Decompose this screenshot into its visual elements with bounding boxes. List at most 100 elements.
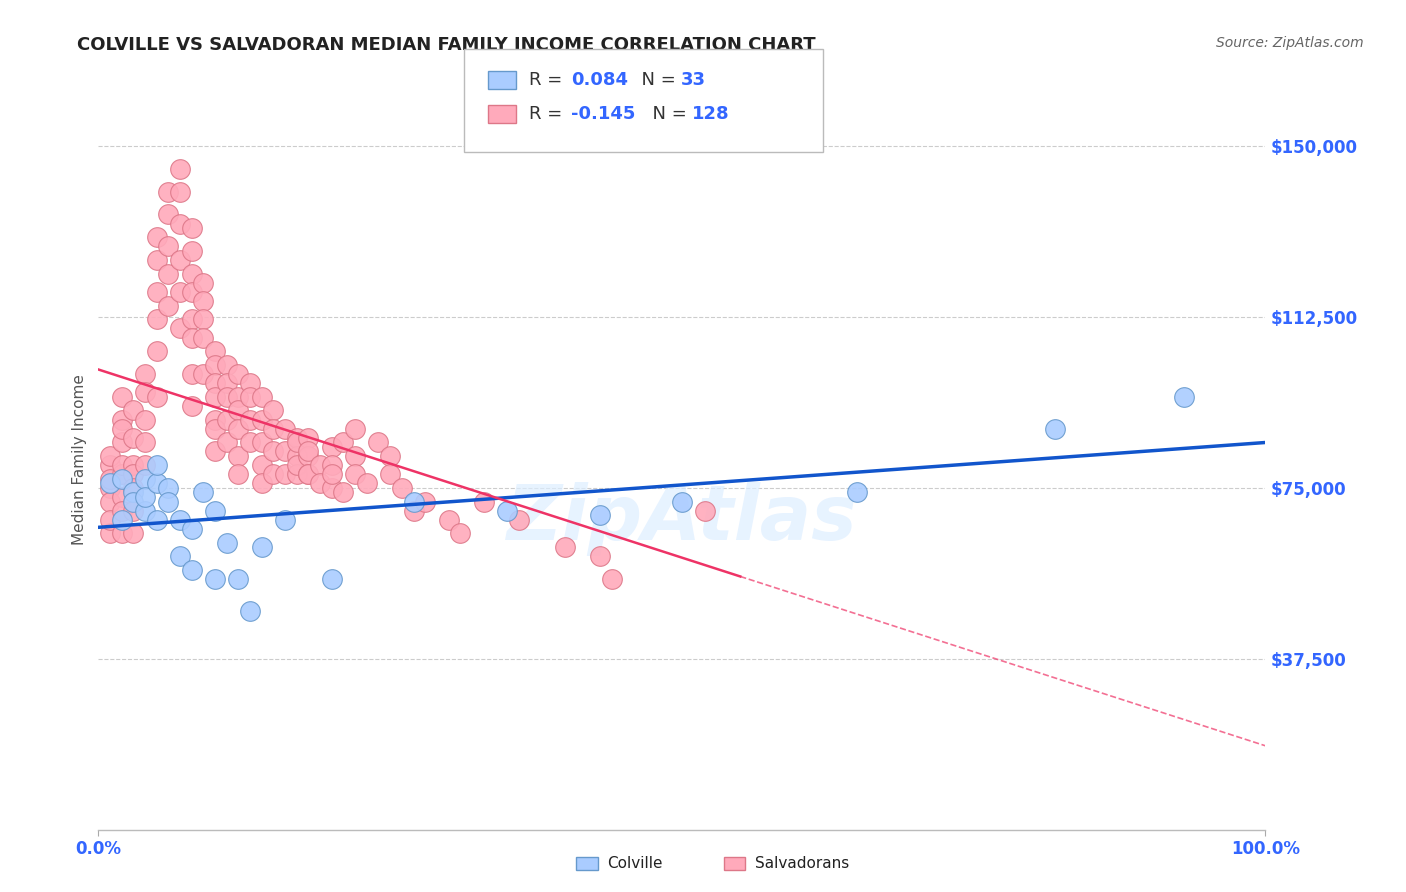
Point: [98, 472, 121, 486]
Point: [344, 467, 367, 482]
Point: [111, 503, 134, 517]
Text: R =: R =: [529, 71, 568, 89]
Point: [367, 435, 389, 450]
Point: [274, 467, 297, 482]
Point: [111, 472, 134, 486]
Text: N =: N =: [641, 105, 693, 123]
Point: [169, 513, 191, 527]
Point: [250, 476, 273, 491]
Point: [250, 390, 273, 404]
Point: [122, 485, 145, 500]
Point: [297, 449, 319, 463]
Point: [157, 481, 180, 495]
Text: COLVILLE VS SALVADORAN MEDIAN FAMILY INCOME CORRELATION CHART: COLVILLE VS SALVADORAN MEDIAN FAMILY INC…: [77, 36, 815, 54]
Point: [98, 481, 121, 495]
Point: [250, 458, 273, 472]
Point: [122, 494, 145, 508]
Point: [111, 422, 134, 436]
Point: [285, 467, 308, 482]
Point: [146, 312, 169, 326]
Point: [146, 458, 169, 472]
Text: 128: 128: [692, 105, 730, 123]
Point: [262, 444, 284, 458]
Point: [204, 358, 226, 372]
Point: [321, 440, 343, 454]
Point: [344, 422, 367, 436]
Point: [274, 444, 297, 458]
Point: [98, 449, 121, 463]
Point: [180, 244, 202, 258]
Point: [239, 604, 262, 618]
Point: [391, 481, 413, 495]
Point: [134, 503, 156, 517]
Point: [169, 321, 191, 335]
Point: [157, 267, 180, 281]
Point: [380, 449, 402, 463]
Point: [98, 476, 121, 491]
Text: R =: R =: [529, 105, 568, 123]
Point: [111, 458, 134, 472]
Point: [180, 399, 202, 413]
Point: [228, 467, 250, 482]
Point: [169, 161, 191, 176]
Point: [228, 403, 250, 417]
Point: [356, 476, 378, 491]
Point: [98, 526, 121, 541]
Point: [122, 458, 145, 472]
Text: -0.145: -0.145: [571, 105, 636, 123]
Point: [122, 467, 145, 482]
Point: [169, 285, 191, 299]
Point: [215, 535, 238, 549]
Point: [134, 458, 156, 472]
Point: [146, 344, 169, 359]
Point: [344, 449, 367, 463]
Point: [239, 412, 262, 426]
Y-axis label: Median Family Income: Median Family Income: [72, 374, 87, 545]
Point: [98, 458, 121, 472]
Point: [157, 185, 180, 199]
Point: [122, 526, 145, 541]
Point: [215, 376, 238, 390]
Point: [193, 330, 215, 344]
Point: [146, 285, 169, 299]
Point: [274, 422, 297, 436]
Point: [239, 376, 262, 390]
Point: [402, 494, 425, 508]
Point: [285, 449, 308, 463]
Point: [285, 431, 308, 445]
Point: [122, 481, 145, 495]
Point: [332, 435, 354, 450]
Point: [215, 358, 238, 372]
Point: [111, 526, 134, 541]
Text: Source: ZipAtlas.com: Source: ZipAtlas.com: [1216, 36, 1364, 50]
Point: [695, 503, 717, 517]
Point: [204, 390, 226, 404]
Point: [496, 503, 519, 517]
Point: [228, 367, 250, 381]
Point: [111, 490, 134, 504]
Point: [122, 403, 145, 417]
Point: [134, 490, 156, 504]
Point: [262, 403, 284, 417]
Point: [134, 385, 156, 400]
Point: [228, 422, 250, 436]
Point: [157, 494, 180, 508]
Point: [1173, 390, 1195, 404]
Point: [169, 217, 191, 231]
Point: [262, 422, 284, 436]
Point: [437, 513, 460, 527]
Point: [239, 435, 262, 450]
Point: [297, 444, 319, 458]
Point: [111, 467, 134, 482]
Point: [180, 267, 202, 281]
Point: [402, 503, 425, 517]
Point: [600, 572, 623, 586]
Point: [193, 276, 215, 290]
Point: [228, 390, 250, 404]
Point: [204, 376, 226, 390]
Point: [122, 503, 145, 517]
Point: [589, 549, 612, 564]
Point: [671, 494, 693, 508]
Point: [111, 513, 134, 527]
Point: [309, 476, 332, 491]
